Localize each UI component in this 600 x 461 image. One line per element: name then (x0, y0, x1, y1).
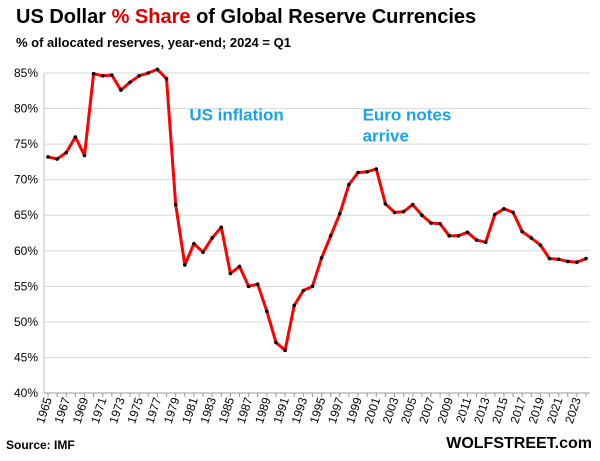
y-tick-label: 65% (14, 208, 38, 222)
source-note: Source: IMF (6, 438, 75, 452)
data-point (228, 271, 233, 276)
data-point (493, 212, 497, 217)
data-point (201, 250, 205, 254)
data-point (356, 170, 360, 175)
annotation-label: US inflation (189, 106, 283, 125)
data-point (82, 153, 87, 158)
data-point (310, 284, 315, 289)
data-point (529, 236, 534, 240)
annotation-label: Euro notes arrive (363, 106, 452, 146)
gridlines (44, 72, 590, 358)
data-point (465, 230, 470, 235)
data-point (447, 234, 452, 238)
brand-logo-text: WOLFSTREET.com (446, 435, 592, 452)
data-point (511, 210, 515, 215)
data-point (274, 340, 278, 345)
data-point (255, 282, 260, 287)
series-usd-share (46, 67, 588, 353)
data-point (556, 257, 561, 262)
data-point (100, 74, 105, 78)
data-point (374, 167, 379, 171)
y-tick-label: 60% (14, 244, 38, 258)
annotations: US inflation Euro notes arrive (189, 106, 451, 146)
y-tick-label: 40% (14, 386, 38, 400)
data-point (91, 71, 96, 76)
title-highlight: % Share (111, 6, 191, 28)
title-text-start: US Dollar (16, 6, 112, 28)
y-tick-label: 70% (14, 173, 38, 187)
data-point (265, 309, 269, 314)
x-axis: 1965196719691971197319751977197919811983… (33, 392, 590, 425)
data-point (456, 234, 461, 238)
data-point (164, 76, 169, 81)
data-point (182, 263, 187, 267)
data-point (55, 157, 59, 161)
y-axis: 40% 45% 50% 55% 60% 65% 70% 75% 80% 85% (14, 66, 45, 400)
data-point (520, 229, 524, 234)
y-tick-label: 50% (14, 315, 38, 329)
chart-title: US Dollar % Share of Global Reserve Curr… (16, 6, 476, 29)
data-point (319, 256, 324, 260)
data-point (283, 348, 287, 353)
data-point (584, 256, 588, 261)
data-point (301, 288, 306, 293)
data-point (483, 240, 488, 245)
data-point (392, 210, 397, 215)
data-point (365, 170, 369, 174)
data-point (547, 256, 552, 261)
data-point (383, 202, 388, 206)
data-point (420, 213, 424, 218)
data-point (401, 209, 406, 214)
data-point (246, 284, 251, 289)
y-tick-label: 85% (14, 66, 38, 80)
data-point (73, 135, 78, 139)
data-point (538, 243, 543, 247)
chart-subtitle: % of allocated reserves, year-end; 2024 … (16, 35, 291, 50)
data-point (410, 202, 415, 207)
y-tick-label: 55% (14, 279, 38, 293)
data-point (173, 202, 178, 207)
data-point (155, 67, 160, 72)
data-point (337, 212, 342, 216)
y-tick-label: 75% (14, 137, 38, 151)
data-point (438, 221, 442, 226)
data-point (210, 236, 214, 240)
data-point (237, 264, 242, 269)
data-point (347, 182, 351, 187)
title-text-end: of Global Reserve Currencies (190, 6, 477, 28)
data-point (502, 207, 506, 211)
data-point (565, 259, 570, 264)
data-point (64, 150, 69, 155)
x-tick-label: 2023 (562, 395, 584, 425)
data-point (429, 221, 433, 225)
y-tick-label: 80% (14, 102, 38, 116)
y-tick-label: 45% (14, 350, 38, 364)
data-point (119, 88, 123, 92)
data-point (192, 241, 196, 246)
data-point (46, 155, 50, 159)
data-point (219, 225, 224, 230)
data-point (474, 238, 479, 242)
data-point (128, 80, 132, 85)
data-point (137, 74, 141, 78)
data-point (292, 303, 297, 308)
data-point (146, 71, 151, 75)
data-point (328, 234, 333, 238)
data-point (575, 260, 579, 264)
data-point (110, 73, 114, 77)
